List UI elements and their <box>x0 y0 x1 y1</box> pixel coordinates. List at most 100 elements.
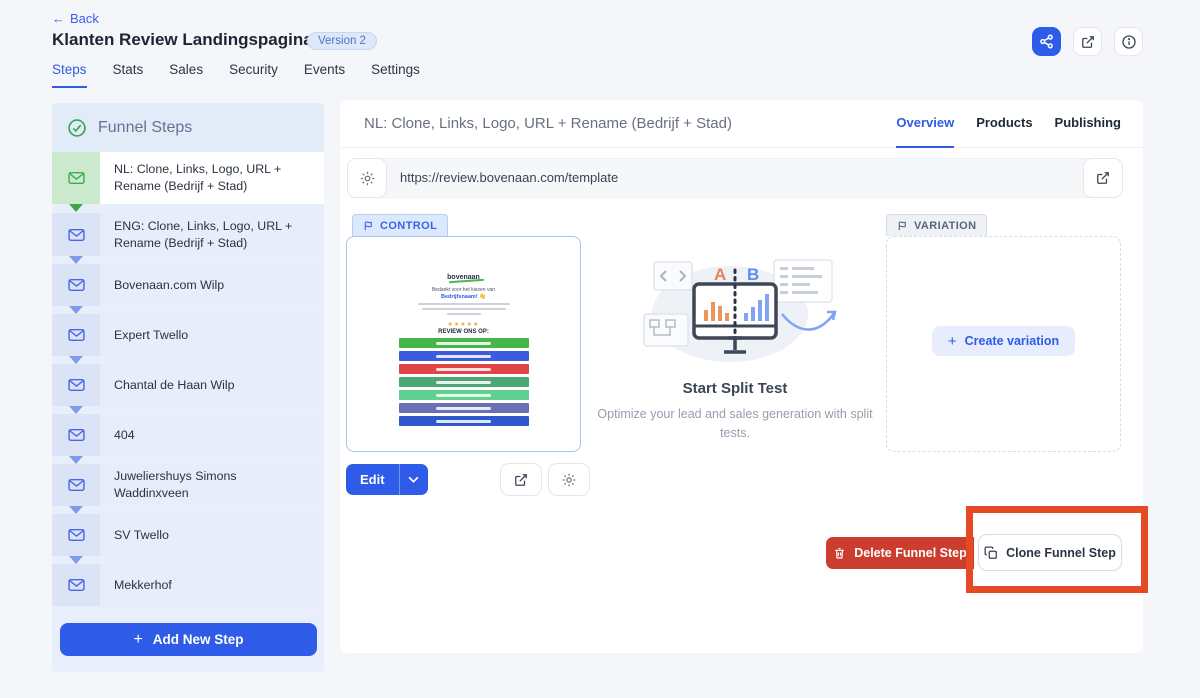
sidebar-item-step-4[interactable]: Expert Twello <box>52 314 324 356</box>
step-icon-rail <box>52 514 100 556</box>
step-icon-rail <box>52 564 100 606</box>
sidebar-item-step-8[interactable]: SV Twello <box>52 514 324 556</box>
review-bar <box>398 377 529 387</box>
step-label: Chantal de Haan Wilp <box>100 364 324 406</box>
external-link-icon <box>1097 172 1109 184</box>
split-a-label: A <box>714 265 726 284</box>
clone-funnel-step-label: Clone Funnel Step <box>1006 545 1116 560</box>
envelope-icon <box>67 478 85 492</box>
split-test-title: Start Split Test <box>682 380 788 397</box>
panel-header: NL: Clone, Links, Logo, URL + Rename (Be… <box>340 100 1143 148</box>
clone-funnel-step-button[interactable]: Clone Funnel Step <box>978 534 1122 571</box>
preview-stars: ★★★★★ <box>447 322 480 328</box>
step-label: SV Twello <box>100 514 324 556</box>
split-test-subtitle: Optimize your lead and sales generation … <box>597 407 873 440</box>
preview-heading-1: Bedankt voor het kiezen van <box>431 287 496 293</box>
step-label: Mekkerhof <box>100 564 324 606</box>
step-settings-button[interactable] <box>547 463 590 496</box>
url-bar: https://review.bovenaan.com/template <box>347 158 1123 198</box>
tab-products[interactable]: Products <box>976 114 1033 130</box>
step-url: https://review.bovenaan.com/template <box>400 170 619 185</box>
preview-review-heading: REVIEW ONS OP: <box>438 329 489 335</box>
arrow-down-icon <box>69 456 83 464</box>
tab-security[interactable]: Security <box>229 62 278 77</box>
arrow-down-icon <box>69 506 83 514</box>
arrow-down-icon <box>69 356 83 364</box>
envelope-icon <box>67 528 85 542</box>
flag-icon <box>898 220 906 230</box>
sidebar-title: Funnel Steps <box>98 118 193 136</box>
chevron-down-icon <box>408 476 419 483</box>
share-button[interactable] <box>1032 27 1061 56</box>
tab-overview[interactable]: Overview <box>896 100 955 148</box>
tab-settings[interactable]: Settings <box>371 62 420 77</box>
review-bar <box>398 364 529 374</box>
step-connector <box>52 256 100 264</box>
copy-icon <box>984 546 998 559</box>
control-preview-card[interactable]: bovenaan Bedankt voor het kiezen van Bed… <box>346 236 581 452</box>
preview-heading-2: Bedrijfsnaam! 👋 <box>440 294 487 300</box>
sidebar-item-step-9[interactable]: Mekkerhof <box>52 564 324 606</box>
funnel-tabs: Steps Stats Sales Security Events Settin… <box>52 62 420 88</box>
tab-stats[interactable]: Stats <box>112 62 144 77</box>
variation-card: + Create variation <box>886 236 1121 452</box>
open-external-button[interactable] <box>1073 27 1102 56</box>
envelope-icon <box>67 378 85 392</box>
header-actions <box>1032 27 1143 56</box>
review-bar <box>398 403 529 413</box>
info-button[interactable] <box>1114 27 1143 56</box>
step-label: ENG: Clone, Links, Logo, URL + Rename (B… <box>100 213 324 256</box>
check-circle-icon <box>68 118 86 137</box>
control-label: CONTROL <box>380 219 438 232</box>
flag-icon <box>364 220 372 230</box>
step-label: Bovenaan.com Wilp <box>100 264 324 306</box>
step-icon-rail <box>52 213 100 256</box>
envelope-icon <box>67 228 85 241</box>
add-new-step-label: Add New Step <box>152 632 244 647</box>
trash-icon <box>835 548 845 559</box>
arrow-down-icon <box>69 556 83 564</box>
sidebar-item-step-3[interactable]: Bovenaan.com Wilp <box>52 264 324 306</box>
tab-events[interactable]: Events <box>303 62 346 77</box>
open-url-button[interactable] <box>1083 158 1123 198</box>
create-variation-label: Create variation <box>964 334 1060 348</box>
sidebar-item-step-5[interactable]: Chantal de Haan Wilp <box>52 364 324 406</box>
envelope-icon <box>67 428 85 442</box>
funnel-steps-sidebar: Funnel Steps NL: Clone, Links, Logo, URL… <box>52 103 324 672</box>
variation-chip: VARIATION <box>886 214 988 236</box>
tab-sales[interactable]: Sales <box>169 62 204 77</box>
page-title: Klanten Review Landingspagina's <box>52 30 327 49</box>
sidebar-item-step-7[interactable]: Juweliershuys Simons Waddinxveen <box>52 464 324 506</box>
review-bar <box>398 416 529 426</box>
external-link-icon <box>1081 35 1094 48</box>
preview-logo: bovenaan <box>447 274 480 281</box>
back-label: Back <box>70 11 99 26</box>
sidebar-item-step-2[interactable]: ENG: Clone, Links, Logo, URL + Rename (B… <box>52 213 324 256</box>
step-connector <box>52 356 100 364</box>
create-variation-button[interactable]: + Create variation <box>931 326 1076 356</box>
sidebar-item-step-1[interactable]: NL: Clone, Links, Logo, URL + Rename (Be… <box>52 152 324 204</box>
info-icon <box>1121 34 1136 49</box>
split-b-label: B <box>747 265 759 284</box>
url-settings-button[interactable] <box>347 158 387 198</box>
variation-label: VARIATION <box>914 219 977 232</box>
edit-button[interactable]: Edit <box>346 464 399 495</box>
plus-icon: + <box>947 332 957 350</box>
step-connector <box>52 306 100 314</box>
tab-steps[interactable]: Steps <box>52 62 87 88</box>
delete-funnel-step-button[interactable]: Delete Funnel Step <box>826 537 974 569</box>
envelope-icon <box>67 171 85 185</box>
preview-external-button[interactable] <box>499 463 542 496</box>
arrow-down-icon <box>69 406 83 414</box>
step-icon-rail <box>52 314 100 356</box>
version-badge: Version 2 <box>307 32 377 50</box>
tab-publishing[interactable]: Publishing <box>1054 114 1121 130</box>
back-link[interactable]: ← Back <box>52 11 99 26</box>
control-chip: CONTROL <box>352 214 449 236</box>
sidebar-item-step-6[interactable]: 404 <box>52 414 324 456</box>
review-bar <box>398 351 529 361</box>
add-new-step-button[interactable]: + Add New Step <box>60 623 317 656</box>
step-label: Expert Twello <box>100 314 324 356</box>
edit-dropdown-button[interactable] <box>398 464 428 495</box>
step-connector <box>52 506 100 514</box>
